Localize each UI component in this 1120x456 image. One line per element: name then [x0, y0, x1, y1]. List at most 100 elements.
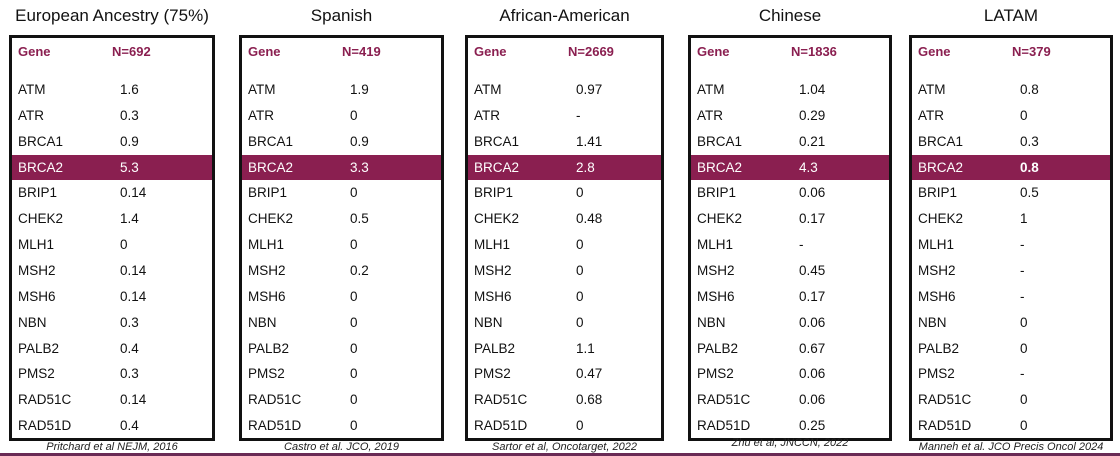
value-cell: 0.3 [120, 107, 139, 123]
value-cell: 0.3 [120, 314, 139, 330]
table-frame [688, 35, 892, 441]
value-cell: 0 [1020, 340, 1028, 356]
value-cell: 0.21 [799, 133, 826, 149]
gene-cell: BRIP1 [918, 185, 958, 201]
gene-cell: BRCA2 [918, 159, 964, 175]
value-cell: 0.48 [576, 211, 603, 227]
value-cell: 0.17 [799, 288, 826, 304]
value-cell: 0 [350, 237, 358, 253]
gene-cell: ATR [248, 107, 274, 123]
header-cell: N=419 [342, 44, 381, 59]
gene-cell: ATR [918, 107, 944, 123]
citation: Manneh et al. JCO Precis Oncol 2024 [918, 441, 1104, 453]
highlight-row [242, 155, 441, 181]
gene-cell: RAD51D [248, 418, 302, 434]
gene-cell: BRIP1 [248, 185, 288, 201]
value-cell: 0.67 [799, 340, 826, 356]
highlight-row [468, 155, 661, 181]
gene-cell: BRCA1 [918, 133, 964, 149]
gene-cell: MSH6 [474, 288, 512, 304]
gene-cell: CHEK2 [18, 211, 64, 227]
gene-cell: PMS2 [918, 366, 955, 382]
gene-cell: PALB2 [18, 340, 60, 356]
value-cell: 0 [350, 418, 358, 434]
value-cell: 0.14 [120, 185, 147, 201]
value-cell: 0 [1020, 418, 1028, 434]
value-cell: - [576, 107, 581, 123]
gene-cell: BRCA2 [697, 159, 743, 175]
value-cell: 0.9 [350, 133, 369, 149]
value-cell: 0 [1020, 107, 1028, 123]
gene-cell: ATM [918, 82, 946, 97]
value-cell: 0.8 [1020, 159, 1039, 175]
value-cell: 0.3 [1020, 133, 1039, 149]
footer-rule [0, 453, 1120, 456]
value-cell: 0.4 [120, 340, 139, 356]
gene-cell: MSH2 [918, 262, 956, 278]
gene-cell: BRCA2 [248, 159, 294, 175]
gene-cell: BRIP1 [18, 185, 58, 201]
header-cell: N=1836 [791, 44, 837, 59]
gene-cell: MSH2 [18, 262, 56, 278]
value-cell: - [1020, 237, 1025, 253]
panel-title: African-American [499, 6, 630, 25]
value-cell: 0.9 [120, 133, 139, 149]
gene-cell: RAD51D [474, 418, 528, 434]
value-cell: 0 [1020, 392, 1028, 408]
value-cell: 0.14 [120, 392, 147, 408]
gene-cell: ATR [18, 107, 44, 123]
gene-cell: MLH1 [474, 237, 511, 253]
gene-cell: BRCA1 [697, 133, 743, 149]
value-cell: 0.5 [1020, 185, 1039, 201]
gene-cell: BRIP1 [697, 185, 737, 201]
table-frame [465, 35, 664, 441]
gene-cell: BRIP1 [474, 185, 514, 201]
value-cell: 0.06 [799, 314, 826, 330]
highlight-row [12, 155, 212, 181]
value-cell: 0 [120, 237, 128, 253]
gene-cell: MLH1 [18, 237, 55, 253]
value-cell: 1.9 [350, 82, 369, 97]
gene-cell: PMS2 [474, 366, 511, 382]
value-cell: 0 [576, 262, 584, 278]
value-cell: 0 [576, 237, 584, 253]
value-cell: 0 [350, 185, 358, 201]
gene-cell: RAD51C [18, 392, 72, 408]
value-cell: 1 [1020, 211, 1028, 227]
gene-cell: ATM [248, 82, 276, 97]
value-cell: 0 [350, 288, 358, 304]
gene-cell: RAD51D [918, 418, 972, 434]
value-cell: 0.4 [120, 418, 139, 434]
highlight-row [912, 155, 1110, 181]
gene-cell: ATR [474, 107, 500, 123]
gene-cell: BRCA2 [18, 159, 64, 175]
header-cell: N=379 [1012, 44, 1051, 59]
value-cell: 0 [350, 366, 358, 382]
gene-cell: PALB2 [918, 340, 960, 356]
table-frame [9, 35, 215, 441]
gene-cell: ATM [697, 82, 725, 97]
value-cell: 0 [576, 418, 584, 434]
panel-title: LATAM [983, 6, 1039, 25]
value-cell: 1.6 [120, 82, 139, 97]
gene-cell: PALB2 [474, 340, 516, 356]
gene-cell: CHEK2 [697, 211, 743, 227]
value-cell: 0.8 [1020, 82, 1039, 97]
gene-cell: MSH6 [918, 288, 956, 304]
panel-title: Spanish [310, 6, 373, 25]
value-cell: 0.45 [799, 262, 826, 278]
gene-cell: ATM [18, 82, 46, 97]
value-cell: 2.8 [576, 159, 595, 175]
value-cell: 0.97 [576, 82, 603, 97]
value-cell: 0.06 [799, 392, 826, 408]
gene-cell: PALB2 [697, 340, 739, 356]
gene-cell: RAD51C [918, 392, 972, 408]
gene-cell: PMS2 [248, 366, 285, 382]
gene-cell: RAD51C [474, 392, 528, 408]
gene-cell: NBN [697, 314, 726, 330]
gene-cell: BRCA2 [474, 159, 520, 175]
gene-cell: CHEK2 [248, 211, 294, 227]
value-cell: - [1020, 288, 1025, 304]
value-cell: 1.1 [576, 340, 595, 356]
